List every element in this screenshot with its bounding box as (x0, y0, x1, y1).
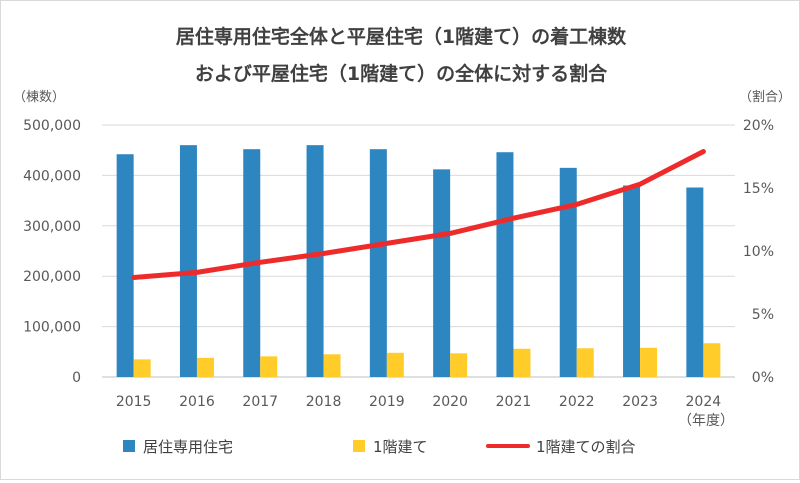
ratio-point (323, 253, 325, 255)
right-y-tick-labels: 0% 5% 10% 15% 20% (743, 118, 774, 386)
y-left-tick-label: 400,000 (23, 168, 81, 184)
y-left-tick-label: 200,000 (23, 269, 81, 285)
y-left-tick-label: 500,000 (23, 118, 81, 134)
ratio-point (386, 242, 388, 244)
ratio-point (639, 183, 641, 185)
ratio-line (131, 149, 706, 280)
legend-label-ratio: 1階建ての割合 (536, 438, 636, 456)
bar-housing (496, 152, 514, 377)
ratio-point (512, 217, 514, 219)
y-right-tick-label: 20% (743, 118, 774, 134)
x-tick-label: 2016 (179, 394, 215, 410)
ratio-point (133, 276, 135, 278)
x-tick-labels: 2015 2016 2017 2018 2019 2020 2021 2022 2023 2024 (116, 394, 721, 410)
right-axis-unit: （割合） (739, 89, 791, 105)
ratio-point (576, 203, 578, 205)
bar-housing (116, 154, 134, 377)
legend-swatch-housing (123, 440, 135, 452)
x-tick-label: 2023 (622, 394, 658, 410)
x-tick-label: 2018 (306, 394, 342, 410)
legend-label-single-story: 1階建て (373, 438, 428, 456)
bar-housing (686, 187, 704, 377)
legend-swatch-single-story (353, 440, 365, 452)
bar-series (116, 145, 721, 377)
bar-housing (179, 145, 197, 377)
bar-housing (433, 169, 451, 377)
x-tick-label: 2017 (242, 394, 278, 410)
bar-single-story (196, 357, 214, 377)
bar-single-story (576, 348, 594, 377)
bar-single-story (260, 356, 278, 377)
y-right-tick-label: 10% (743, 244, 774, 260)
ratio-point (702, 150, 704, 152)
left-axis-unit: （棟数） (13, 90, 65, 105)
y-right-tick-label: 5% (752, 307, 774, 323)
bar-single-story (323, 354, 341, 377)
x-tick-label: 2015 (116, 394, 152, 410)
bar-single-story (513, 348, 531, 377)
bar-housing (369, 149, 387, 377)
y-right-tick-label: 0% (752, 370, 774, 386)
y-right-tick-label: 15% (743, 181, 774, 197)
legend-label-housing: 居住専用住宅 (143, 438, 233, 456)
legend: 居住専用住宅 1階建て 1階建ての割合 (123, 438, 636, 456)
left-y-tick-labels: 0 100,000 200,000 300,000 400,000 500,000 (23, 118, 81, 386)
y-left-tick-label: 300,000 (23, 219, 81, 235)
x-tick-label: 2020 (432, 394, 468, 410)
bar-single-story (386, 352, 404, 377)
bar-single-story (640, 347, 658, 377)
bar-housing (623, 185, 641, 377)
bar-single-story (133, 359, 151, 377)
bar-housing (306, 145, 324, 377)
y-left-tick-label: 100,000 (23, 320, 81, 336)
x-tick-label: 2022 (559, 394, 595, 410)
bar-housing (559, 167, 577, 377)
x-tick-label: 2024 (686, 394, 722, 410)
x-axis-unit: （年度） (678, 413, 734, 429)
chart-title-line2: および平屋住宅（1階建て）の全体に対する割合 (195, 62, 608, 85)
ratio-point (449, 232, 451, 234)
ratio-line-series (131, 149, 706, 280)
y-left-tick-label: 0 (72, 370, 81, 386)
bar-single-story (450, 353, 468, 377)
bar-single-story (703, 343, 721, 377)
ratio-point (259, 261, 261, 263)
x-tick-label: 2021 (496, 394, 532, 410)
chart-title-line1: 居住専用住宅全体と平屋住宅（1階建て）の着工棟数 (176, 25, 627, 48)
x-tick-label: 2019 (369, 394, 405, 410)
ratio-point (196, 271, 198, 273)
